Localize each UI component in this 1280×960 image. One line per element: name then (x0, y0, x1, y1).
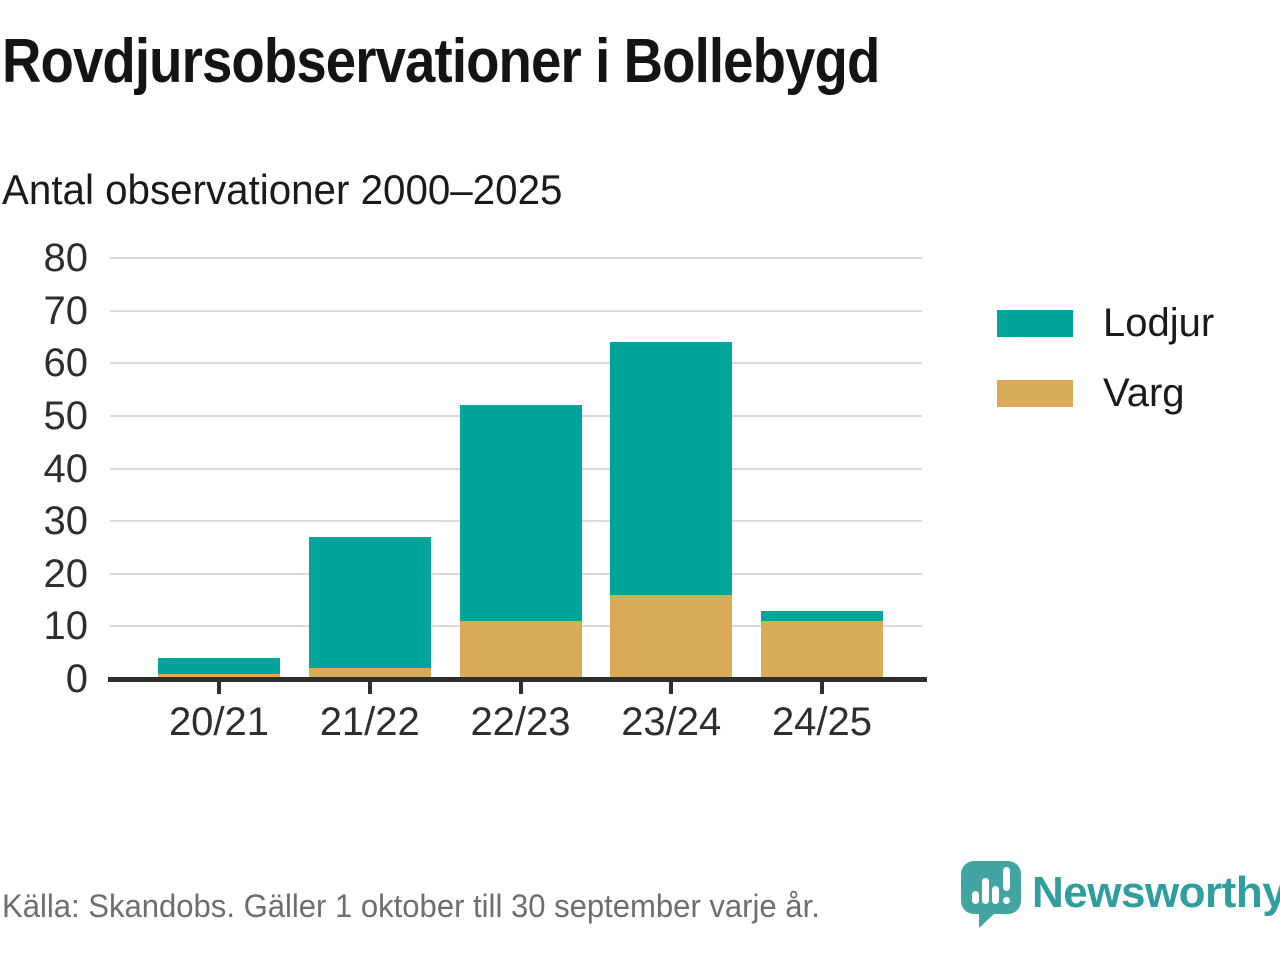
y-tick-label-70: 70 (43, 288, 89, 333)
x-tick-label-23-24: 23/24 (621, 700, 722, 744)
x-tick-label-21-22: 21/22 (319, 700, 420, 744)
mini-bar-1 (972, 891, 979, 904)
y-tick-label-50: 50 (43, 393, 89, 438)
gridline-y-60 (110, 362, 922, 365)
bar-segment-lodjur-22-23 (459, 405, 582, 622)
legend: Lodjur Varg (997, 303, 1214, 443)
brand-lockup: Newsworthy (960, 860, 1280, 930)
y-tick-label-0: 0 (65, 657, 88, 701)
source-note: Källa: Skandobs. Gäller 1 oktober till 3… (2, 888, 820, 924)
mini-bar-2 (982, 878, 989, 904)
legend-label-varg: Varg (1103, 371, 1185, 415)
y-tick-label-80: 80 (43, 236, 89, 280)
y-tick-label-10: 10 (43, 604, 89, 649)
bar-segment-lodjur-24-25 (761, 610, 883, 622)
chart-subtitle: Antal observationer 2000–2025 (2, 166, 563, 213)
mini-exclamation-dot (1003, 897, 1010, 904)
y-tick-label-30: 30 (43, 499, 89, 544)
bar-segment-lodjur-23-24 (610, 342, 733, 595)
x-tick-label-20-21: 20/21 (168, 700, 270, 744)
mini-bar-3 (992, 886, 999, 904)
x-tick-label-22-23: 22/23 (470, 700, 571, 744)
mini-exclamation-bar (1003, 867, 1010, 891)
bar-segment-lodjur-21-22 (308, 536, 431, 669)
speech-bubble-shape (961, 861, 1021, 928)
speech-bubble-bar-chart-icon (961, 861, 1021, 928)
gridline-y-70 (110, 309, 922, 312)
bar-segment-varg-21-22 (308, 668, 431, 679)
y-tick-label-20: 20 (43, 551, 89, 596)
bar-segment-varg-20-21 (158, 673, 280, 679)
bar-segment-lodjur-20-21 (158, 657, 280, 674)
legend-label-lodjur: Lodjur (1103, 301, 1215, 345)
y-tick-label-60: 60 (43, 341, 89, 386)
x-tick-24-25 (820, 681, 824, 694)
bar-segment-varg-22-23 (459, 621, 582, 679)
bar-segment-varg-23-24 (610, 594, 733, 679)
x-tick-21-22 (367, 681, 372, 694)
x-axis-line (108, 677, 927, 682)
legend-swatch-lodjur (997, 309, 1073, 337)
x-tick-23-24 (669, 681, 674, 694)
x-tick-label-24-25: 24/25 (771, 700, 873, 744)
legend-item-lodjur: Lodjur (997, 303, 1214, 343)
y-tick-label-40: 40 (43, 446, 89, 491)
legend-swatch-varg (997, 379, 1073, 407)
brand-name: Newsworthy (1032, 868, 1280, 917)
gridline-y-80 (110, 257, 922, 259)
x-tick-20-21 (217, 681, 221, 694)
legend-item-varg: Varg (997, 373, 1214, 413)
x-tick-22-23 (518, 681, 523, 694)
chart-title: Rovdjursobservationer i Bollebygd (2, 27, 880, 96)
bar-segment-varg-24-25 (761, 621, 883, 679)
